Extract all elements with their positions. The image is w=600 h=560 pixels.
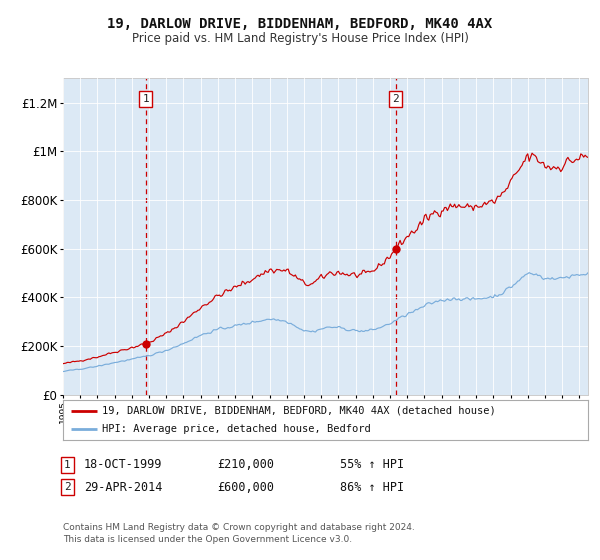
Text: 2: 2 <box>64 482 71 492</box>
Text: 18-OCT-1999: 18-OCT-1999 <box>84 458 162 472</box>
Text: HPI: Average price, detached house, Bedford: HPI: Average price, detached house, Bedf… <box>103 424 371 434</box>
Text: 19, DARLOW DRIVE, BIDDENHAM, BEDFORD, MK40 4AX (detached house): 19, DARLOW DRIVE, BIDDENHAM, BEDFORD, MK… <box>103 406 496 416</box>
Text: 29-APR-2014: 29-APR-2014 <box>84 480 162 494</box>
Text: Price paid vs. HM Land Registry's House Price Index (HPI): Price paid vs. HM Land Registry's House … <box>131 32 469 45</box>
Text: 2: 2 <box>392 94 399 104</box>
Text: 86% ↑ HPI: 86% ↑ HPI <box>340 480 404 494</box>
Text: Contains HM Land Registry data © Crown copyright and database right 2024.
This d: Contains HM Land Registry data © Crown c… <box>63 522 415 544</box>
Text: 19, DARLOW DRIVE, BIDDENHAM, BEDFORD, MK40 4AX: 19, DARLOW DRIVE, BIDDENHAM, BEDFORD, MK… <box>107 17 493 31</box>
Text: 1: 1 <box>142 94 149 104</box>
Text: £600,000: £600,000 <box>217 480 275 494</box>
Text: £210,000: £210,000 <box>217 458 275 472</box>
Text: 1: 1 <box>64 460 71 470</box>
Text: 55% ↑ HPI: 55% ↑ HPI <box>340 458 404 472</box>
